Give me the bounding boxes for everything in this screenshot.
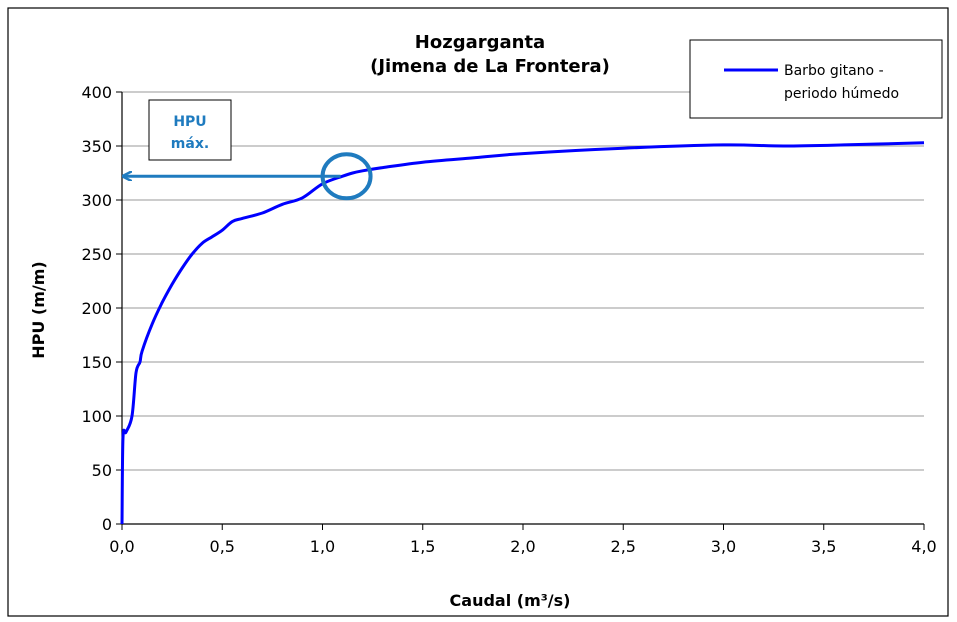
annotation-label-line-1: HPU	[173, 114, 206, 130]
y-tick-label: 350	[81, 137, 112, 156]
x-tick-label: 0,5	[210, 537, 235, 556]
chart-title-line-2: (Jimena de La Frontera)	[370, 56, 610, 77]
x-tick-label: 2,0	[510, 537, 535, 556]
y-axis-label: HPU (m/m)	[29, 261, 48, 359]
y-tick-label: 50	[92, 461, 112, 480]
x-tick-label: 2,5	[611, 537, 636, 556]
y-tick-label: 0	[102, 515, 112, 534]
y-tick-label: 250	[81, 245, 112, 264]
x-tick-label: 4,0	[911, 537, 936, 556]
x-tick-label: 3,0	[711, 537, 736, 556]
y-tick-label: 300	[81, 191, 112, 210]
x-axis-label: Caudal (m³/s)	[450, 591, 571, 610]
y-tick-label: 400	[81, 83, 112, 102]
series-line-0	[120, 141, 925, 525]
annotation-box	[148, 99, 232, 161]
annotation-label-line-2: máx.	[171, 136, 209, 152]
y-tick-label: 200	[81, 299, 112, 318]
x-tick-label: 1,5	[410, 537, 435, 556]
x-tick-label: 0,0	[109, 537, 134, 556]
y-axis-ticks: 0 50 100 150 200 250 300 350 400	[81, 83, 122, 534]
chart-title-line-1: Hozgarganta	[415, 32, 545, 53]
hpu-max-annotation: HPU máx.	[124, 99, 373, 201]
x-axis-ticks: 0,0 0,5 1,0 1,5 2,0 2,5 3,0 3,5 4,0	[109, 524, 937, 556]
y-tick-label: 100	[81, 407, 112, 426]
legend-label-line-1: Barbo gitano -	[784, 63, 884, 79]
x-tick-label: 3,5	[811, 537, 836, 556]
legend-label-line-2: periodo húmedo	[784, 86, 899, 102]
legend-box	[689, 39, 943, 119]
y-tick-label: 150	[81, 353, 112, 372]
x-tick-label: 1,0	[310, 537, 335, 556]
legend: Barbo gitano - periodo húmedo	[689, 39, 943, 119]
series-layer	[120, 141, 925, 525]
annotation-circle	[320, 152, 373, 201]
